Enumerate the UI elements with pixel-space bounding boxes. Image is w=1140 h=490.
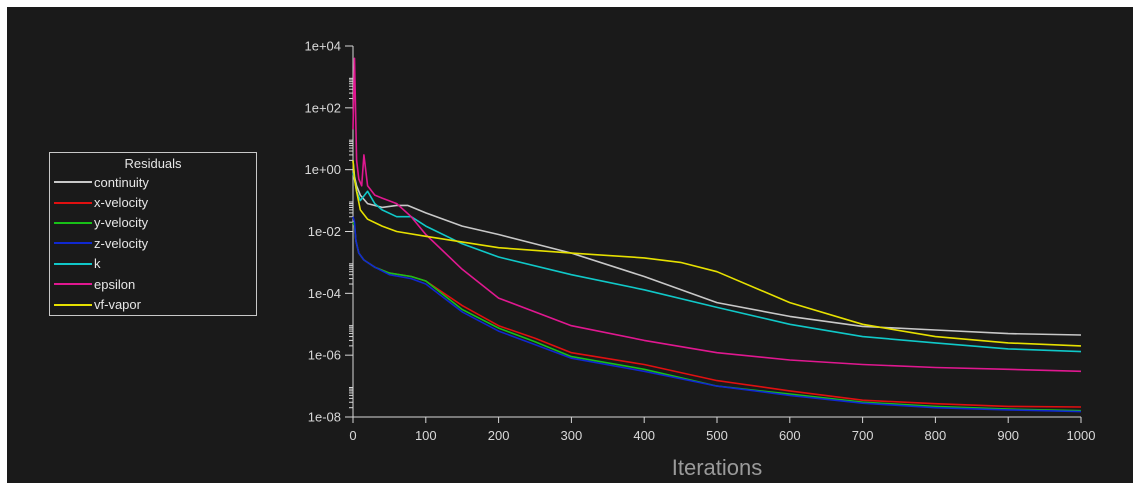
legend-label: y-velocity <box>94 215 149 231</box>
x-tick-label: 400 <box>633 428 655 443</box>
series-line-epsilon <box>352 57 1082 373</box>
series-line-z-velocity <box>352 216 1082 413</box>
series-line-continuity <box>352 160 1082 336</box>
y-tick-label: 1e+04 <box>304 39 341 54</box>
series-line-vf-vapor <box>352 160 1082 347</box>
legend: Residuals continuity x-velocity y-velocity… <box>49 152 257 316</box>
legend-item-vf-vapor: vf-vapor <box>50 294 256 314</box>
series-line-x-velocity <box>352 221 1082 408</box>
series-line-k <box>352 172 1082 353</box>
legend-swatch <box>54 262 92 265</box>
legend-label: k <box>94 256 101 272</box>
x-tick-label: 700 <box>852 428 874 443</box>
x-tick-label: 200 <box>488 428 510 443</box>
x-tick-label: 500 <box>706 428 728 443</box>
x-tick-label: 300 <box>561 428 583 443</box>
legend-item-continuity: continuity <box>50 172 256 192</box>
legend-label: z-velocity <box>94 235 149 251</box>
legend-swatch <box>54 201 92 204</box>
legend-swatch <box>54 221 92 224</box>
y-tick-label: 1e-04 <box>308 286 341 301</box>
legend-item-z-velocity: z-velocity <box>50 233 256 253</box>
y-tick-label: 1e-02 <box>308 224 341 239</box>
x-tick-label: 800 <box>925 428 947 443</box>
legend-swatch <box>54 181 92 184</box>
legend-swatch <box>54 283 92 286</box>
series-line-y-velocity <box>352 221 1082 412</box>
legend-item-x-velocity: x-velocity <box>50 192 256 212</box>
legend-swatch <box>54 242 92 245</box>
legend-label: x-velocity <box>94 195 149 211</box>
legend-items: continuity x-velocity y-velocity z-velocity… <box>50 172 256 315</box>
legend-item-k: k <box>50 254 256 274</box>
y-tick-label: 1e+02 <box>304 100 341 115</box>
y-tick-label: 1e-08 <box>308 410 341 425</box>
x-axis-title: Iterations <box>672 455 763 480</box>
x-tick-label: 0 <box>349 428 356 443</box>
x-tick-label: 100 <box>415 428 437 443</box>
legend-label: epsilon <box>94 276 136 292</box>
legend-swatch <box>54 303 92 306</box>
x-tick-label: 600 <box>779 428 801 443</box>
y-tick-label: 1e-06 <box>308 348 341 363</box>
series-lines <box>352 57 1082 413</box>
legend-item-epsilon: epsilon <box>50 274 256 294</box>
legend-label: vf-vapor <box>94 297 141 313</box>
legend-title: Residuals <box>124 156 182 171</box>
chart-panel: 1e-08 1e-06 1e-04 1e-02 1e+00 1e+02 1e+04 0 100 2… <box>7 7 1133 483</box>
axes: 1e-08 1e-06 1e-04 1e-02 1e+00 1e+02 1e+04 0 100 2… <box>304 39 1095 444</box>
legend-item-y-velocity: y-velocity <box>50 213 256 233</box>
legend-label: continuity <box>94 174 149 190</box>
x-tick-label: 1000 <box>1067 428 1096 443</box>
residuals-chart: 1e-08 1e-06 1e-04 1e-02 1e+00 1e+02 1e+04 0 100 2… <box>304 39 1095 481</box>
y-tick-label: 1e+00 <box>304 162 341 177</box>
x-tick-label: 900 <box>997 428 1019 443</box>
